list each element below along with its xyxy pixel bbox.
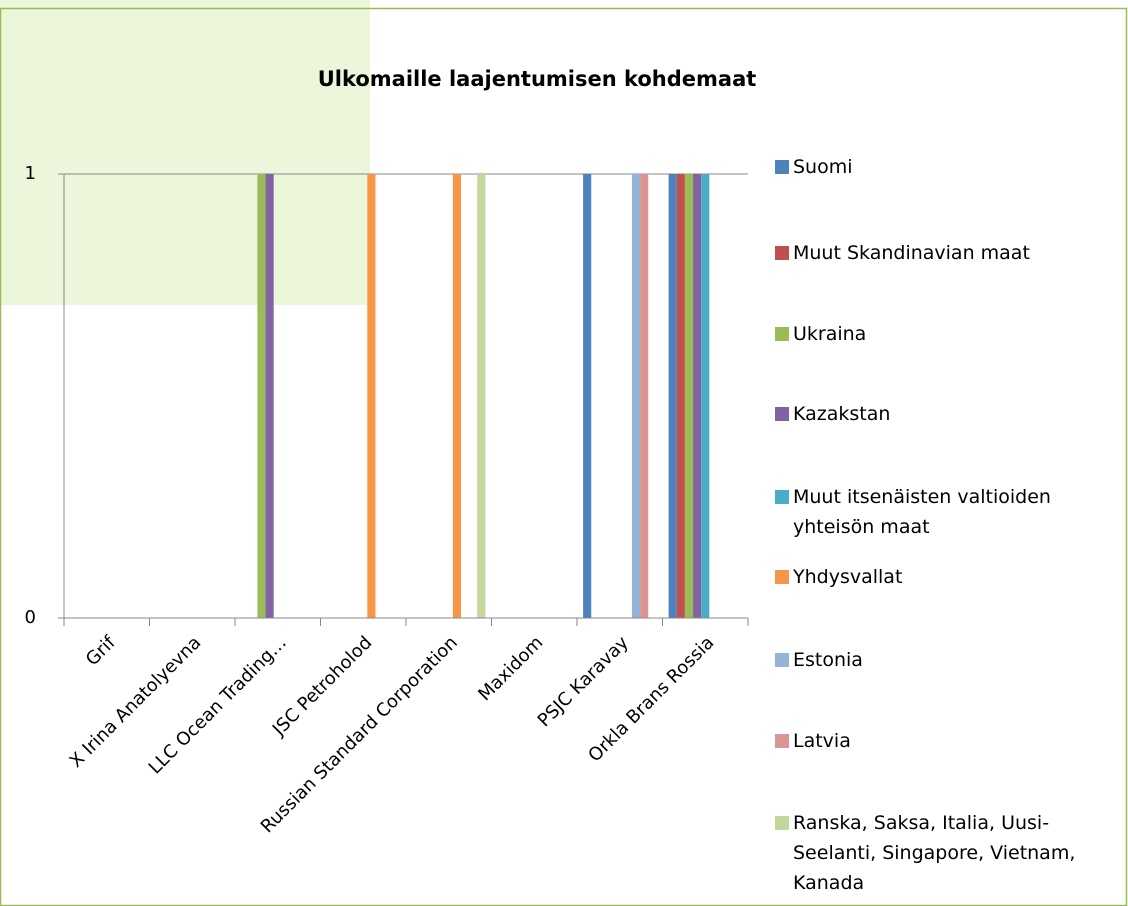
legend-label: Ranska, Saksa, Italia, Uusi-Seelanti, Si… [793,812,1076,894]
background-panel [0,0,370,305]
legend-swatch [775,490,789,504]
legend-label: Estonia [793,649,863,671]
legend-label: Kazakstan [793,403,891,425]
legend-swatch [775,407,789,421]
legend-swatch [775,734,789,748]
bar [693,174,702,618]
legend-label: Latvia [793,730,851,752]
legend-item: Yhdysvallat [775,562,1105,592]
legend-item: Kazakstan [775,399,1105,429]
legend-item: Muut itsenäisten valtioiden yhteisön maa… [775,482,1105,542]
legend-label: Muut itsenäisten valtioiden yhteisön maa… [793,486,1051,538]
legend-swatch [775,816,789,830]
x-tick-label: Maxidom [474,632,547,705]
legend-item: Ukraina [775,319,1105,349]
bar [265,174,274,618]
legend-item: Estonia [775,645,1105,675]
legend-item: Muut Skandinavian maat [775,238,1105,268]
bar [668,174,677,618]
chart-title: Ulkomaille laajentumisen kohdemaat [318,67,757,91]
bar [367,174,376,618]
legend-swatch [775,653,789,667]
legend-item: Latvia [775,726,1105,756]
bar [631,174,641,618]
bar [701,174,710,618]
legend-item: Suomi [775,152,1105,182]
legend-swatch [775,570,789,584]
x-tick-label: Grif [82,632,120,670]
x-tick-label: LLC Ocean Trading… [145,632,291,778]
legend-swatch [775,327,789,341]
legend-swatch [775,160,789,174]
y-tick-label: 0 [25,607,36,628]
bar [583,174,592,618]
bar [640,174,649,618]
legend-label: Yhdysvallat [793,566,903,588]
bar [676,174,685,618]
bar [477,174,486,618]
legend-label: Ukraina [793,323,867,345]
legend-swatch [775,246,789,260]
legend-label: Muut Skandinavian maat [793,242,1030,264]
y-tick-label: 1 [25,163,36,184]
legend-item: Ranska, Saksa, Italia, Uusi-Seelanti, Si… [775,808,1105,898]
bar [452,174,461,618]
legend-label: Suomi [793,156,853,178]
bar [257,174,266,618]
bar [684,174,694,618]
